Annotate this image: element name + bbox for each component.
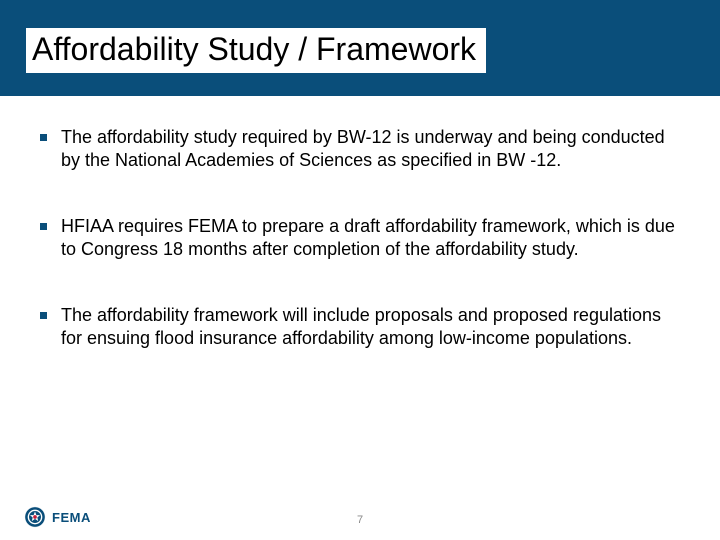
page-number: 7 (357, 514, 363, 526)
content-area: The affordability study required by BW-1… (0, 96, 720, 350)
bullet-item: The affordability framework will include… (40, 304, 680, 351)
footer: FEMA 7 (0, 500, 720, 540)
bullet-item: The affordability study required by BW-1… (40, 126, 680, 173)
fema-logo: FEMA (24, 506, 91, 528)
bullet-marker-icon (40, 312, 47, 319)
page-title: Affordability Study / Framework (26, 28, 486, 73)
bullet-text: The affordability framework will include… (61, 304, 680, 351)
bullet-item: HFIAA requires FEMA to prepare a draft a… (40, 215, 680, 262)
header-band: Affordability Study / Framework (0, 0, 720, 96)
bullet-marker-icon (40, 223, 47, 230)
bullet-text: HFIAA requires FEMA to prepare a draft a… (61, 215, 680, 262)
dhs-seal-icon (24, 506, 46, 528)
fema-label: FEMA (52, 510, 91, 525)
bullet-text: The affordability study required by BW-1… (61, 126, 680, 173)
bullet-marker-icon (40, 134, 47, 141)
